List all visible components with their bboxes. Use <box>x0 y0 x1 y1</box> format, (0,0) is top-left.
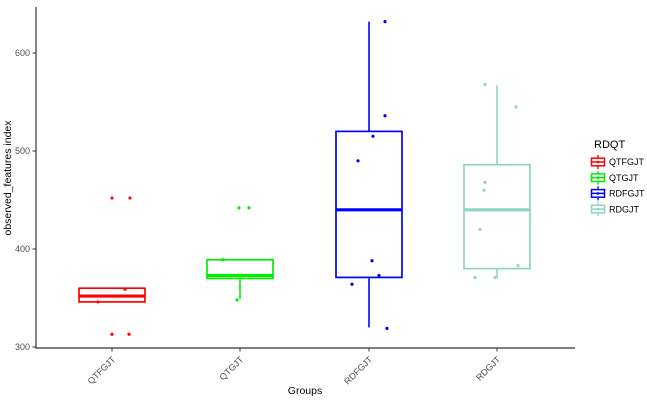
jitter-point <box>383 20 387 24</box>
legend-label: RDGJT <box>609 204 639 214</box>
x-tick-label: RDFGJT <box>342 354 375 387</box>
jitter-point <box>482 188 486 192</box>
jitter-point <box>218 273 222 278</box>
jitter-point <box>350 282 354 286</box>
jitter-point <box>96 300 100 304</box>
legend-key-point <box>596 160 600 164</box>
box-rect <box>463 163 531 270</box>
legend-key-point <box>596 176 600 179</box>
legend-label: QTFGJT <box>609 157 644 167</box>
box-rect <box>335 130 403 279</box>
jitter-point <box>377 273 381 278</box>
jitter-point <box>514 105 518 109</box>
legend-label: RDFGJT <box>609 189 645 199</box>
jitter-point <box>221 258 225 262</box>
jitter-point <box>110 332 114 336</box>
jitter-point <box>371 134 375 138</box>
y-tick-label: 400 <box>15 244 30 254</box>
legend-title: RDQT <box>594 139 625 151</box>
jitter-point <box>385 326 389 330</box>
jitter-point <box>493 275 497 280</box>
box-rect <box>206 258 274 280</box>
legend-key-point <box>596 207 600 211</box>
x-tick-label: QTGJT <box>217 354 245 382</box>
jitter-point <box>383 114 387 118</box>
jitter-point <box>516 264 520 268</box>
jitter-point <box>356 159 360 163</box>
jitter-point <box>108 294 112 298</box>
x-axis-title: Groups <box>288 385 322 397</box>
x-tick-label: RDGJT <box>474 354 503 383</box>
jitter-point <box>473 275 477 280</box>
y-tick-label: 500 <box>15 146 30 156</box>
x-tick-label: QTFGJT <box>86 354 118 386</box>
y-axis-title: observed_features index <box>2 120 14 236</box>
jitter-point <box>478 227 482 231</box>
jitter-point <box>128 196 132 200</box>
jitter-point <box>110 196 114 200</box>
legend-label: QTGJT <box>609 173 639 183</box>
jitter-point <box>123 287 127 291</box>
jitter-point <box>247 206 251 210</box>
jitter-point <box>483 82 487 86</box>
jitter-point <box>237 206 241 210</box>
jitter-point <box>370 259 374 263</box>
jitter-point <box>127 332 131 336</box>
jitter-point <box>235 298 239 302</box>
y-tick-label: 300 <box>15 342 30 352</box>
y-tick-label: 600 <box>15 48 30 58</box>
legend-key-point <box>596 192 600 195</box>
jitter-point <box>483 180 487 184</box>
